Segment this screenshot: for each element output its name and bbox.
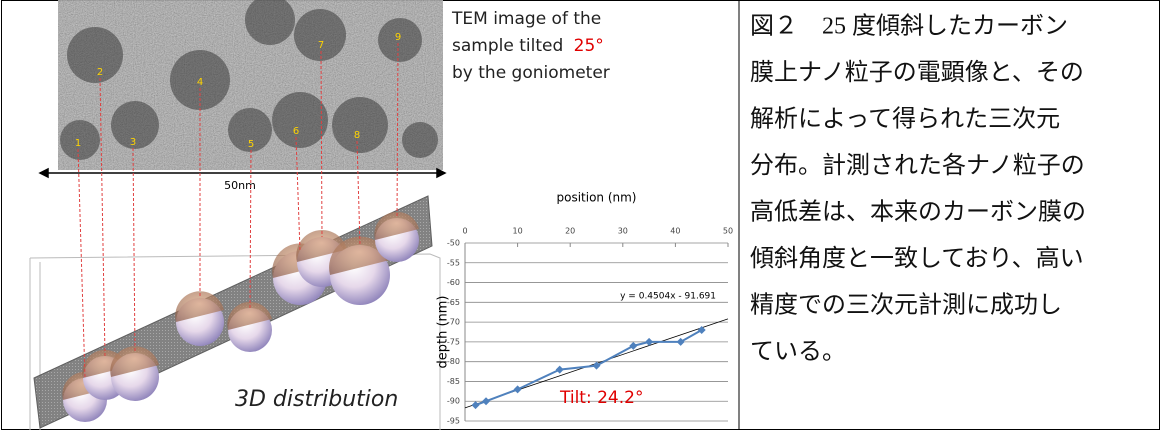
x-tick-label: 0 [462, 227, 467, 236]
data-point [629, 342, 637, 350]
y-tick-label: -85 [447, 377, 460, 386]
data-point [556, 366, 564, 374]
tem-caption: TEM image of the sample tilted 25° by th… [451, 9, 610, 83]
particle-label: 5 [248, 139, 254, 150]
data-point [698, 326, 706, 334]
y-tick-label: -55 [447, 258, 460, 267]
caption-line: ている。 [750, 339, 846, 365]
guide-line [78, 149, 85, 378]
y-tick-label: -75 [447, 337, 460, 346]
x-tick-label: 50 [723, 227, 733, 236]
tem-caption-angle: 25° [574, 36, 604, 56]
figure: 50nm TEM image of the sample tilted 25° … [0, 0, 1161, 430]
y-tick-label: -70 [447, 318, 460, 327]
scale-bar [40, 169, 445, 177]
particle-label: 4 [197, 77, 203, 88]
distribution-label: 3D distribution [235, 387, 398, 412]
caption-line: 高低差は、本来のカーボン膜の [750, 199, 1086, 226]
data-point [482, 397, 490, 405]
particle-label: 7 [318, 40, 324, 51]
caption: 図２ 25 度傾斜したカーボン膜上ナノ粒子の電顕像と、その解析によって得られた三… [750, 13, 1086, 366]
x-tick-label: 30 [618, 227, 628, 236]
caption-line: 解析によって得られた三次元 [750, 106, 1060, 133]
y-tick-label: -90 [447, 397, 460, 406]
data-point [472, 401, 480, 409]
x-tick-label: 40 [670, 227, 680, 236]
data-point [514, 385, 522, 393]
caption-line: 分布。計測された各ナノ粒子の [750, 152, 1085, 179]
particle-label: 3 [130, 137, 136, 148]
tilt-annotation: Tilt: 24.2° [559, 388, 643, 408]
page: 50nm TEM image of the sample tilted 25° … [0, 0, 1161, 430]
particle-label: 6 [293, 126, 299, 137]
tem-caption-line: by the goniometer [452, 63, 610, 83]
chart-title: position (nm) [556, 191, 636, 205]
x-tick-label: 10 [513, 227, 523, 236]
caption-line: 傾斜角度と一致しており、高い [750, 245, 1084, 272]
particle-label: 2 [97, 67, 103, 78]
particle-label: 1 [75, 138, 81, 149]
y-tick-label: -95 [447, 417, 460, 426]
data-point [677, 338, 685, 346]
depth-chart: position (nm)depth (nm)-50-55-60-65-70-7… [436, 191, 734, 426]
x-tick-label: 20 [565, 227, 575, 236]
particle-label: 8 [354, 130, 360, 141]
particle-label: 9 [395, 32, 401, 43]
caption-line: 精度での三次元計測に成功し [750, 292, 1062, 319]
tem-caption-line: TEM image of the [451, 9, 601, 29]
y-tick-label: -50 [447, 239, 460, 248]
caption-line: 図２ 25 度傾斜したカーボン [750, 13, 1068, 40]
caption-line: 膜上ナノ粒子の電顕像と、その [750, 59, 1084, 86]
tem-caption-line: sample tilted [452, 36, 563, 56]
y-tick-label: -60 [447, 278, 460, 287]
trendline-label: y = 0.4504x - 91.691 [620, 292, 716, 302]
y-tick-label: -80 [447, 357, 460, 366]
guide-line [133, 148, 135, 353]
y-tick-label: -65 [447, 298, 460, 307]
